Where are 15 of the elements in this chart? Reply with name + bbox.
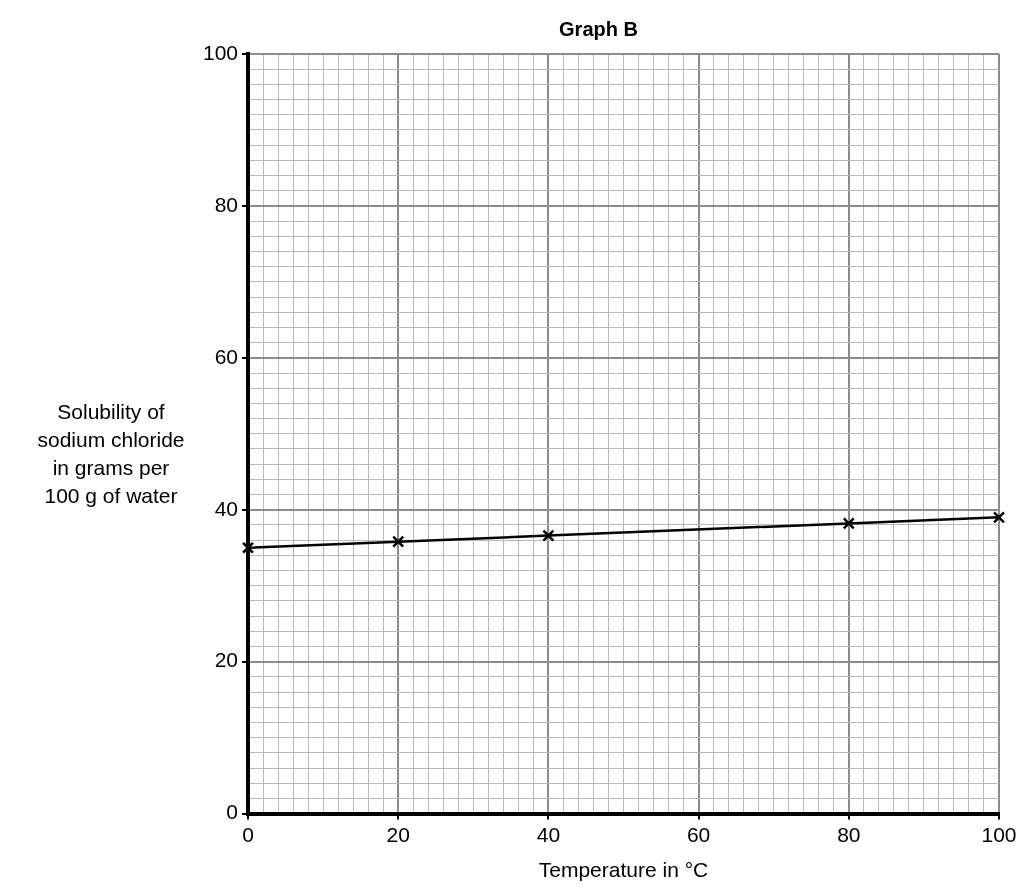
x-tick-label: 40 bbox=[536, 823, 561, 846]
x-tick-label: 0 bbox=[242, 823, 254, 846]
chart-title: Graph B bbox=[559, 17, 638, 40]
x-tick-label: 20 bbox=[386, 823, 410, 846]
y-tick-label: 80 bbox=[214, 192, 238, 216]
x-tick-label: 60 bbox=[686, 823, 711, 846]
y-tick-label: 20 bbox=[214, 648, 238, 672]
y-tick-label: 60 bbox=[214, 344, 238, 368]
x-tick-label: 100 bbox=[981, 823, 1017, 846]
y-tick-label: 0 bbox=[226, 800, 238, 824]
x-axis-title: Temperature in °C bbox=[538, 858, 709, 882]
y-axis-title: Solubility of sodium chloride in grams per 100 g of water bbox=[36, 399, 186, 509]
y-tick-label: 40 bbox=[214, 496, 238, 520]
x-tick-label: 80 bbox=[837, 823, 861, 846]
y-tick-label: 100 bbox=[202, 40, 238, 64]
